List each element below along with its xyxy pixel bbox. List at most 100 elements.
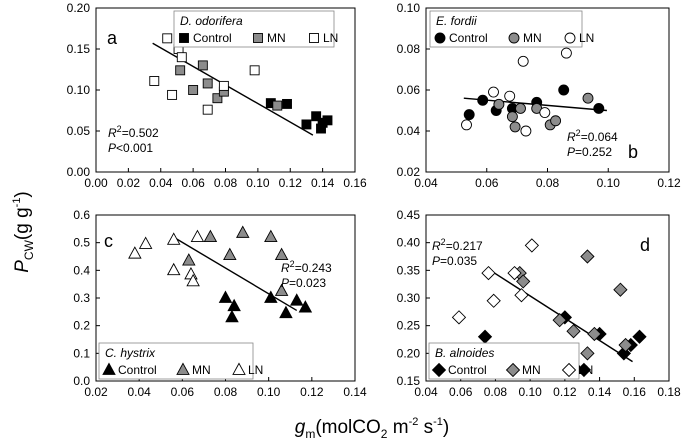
- legend-marker-ln: [564, 32, 576, 44]
- data-point-control: [593, 102, 605, 114]
- y-label-main: P: [12, 260, 33, 273]
- data-point-mn: [212, 93, 223, 104]
- y-tick-label: 0.40: [397, 236, 421, 250]
- legend-box: [428, 342, 580, 380]
- p-value-text: P<0.001: [108, 141, 153, 155]
- y-tick-label: 0.35: [397, 263, 421, 277]
- data-point-mn: [274, 283, 289, 296]
- data-point-control: [311, 111, 322, 122]
- legend-marker-control: [434, 32, 446, 44]
- data-point-ln: [539, 107, 551, 119]
- data-point-mn: [188, 85, 199, 95]
- x-tick-label: 0.04: [414, 176, 438, 190]
- r-squared-value: =0.064: [581, 130, 618, 144]
- data-point-ln: [190, 229, 205, 242]
- data-point-mn: [506, 111, 518, 123]
- y-label-close: ): [12, 191, 33, 197]
- r-squared-text: R2=0.243: [281, 259, 332, 275]
- legend-marker-mn: [176, 362, 190, 375]
- legend-species: C. hystrix: [105, 346, 156, 360]
- x-tick-label: 0.10: [597, 176, 621, 190]
- x-tick-label: 0.14: [588, 385, 612, 399]
- p-value: =0.035: [440, 254, 477, 268]
- r-squared-value: =0.243: [295, 261, 332, 275]
- x-tick-label: 0.12: [300, 385, 324, 399]
- data-point-ln: [486, 293, 501, 308]
- panel-d: 0.04 0.06 0.08 0.10 0.12 0.14 0.16 0.18 0.15 0.20…: [397, 208, 681, 399]
- y-tick-label: 0.30: [397, 291, 421, 305]
- y-tick-label: 0.1: [73, 346, 90, 360]
- y-tick-label: 0.15: [67, 42, 91, 56]
- legend-marker-mn: [505, 362, 521, 378]
- x-tick-label: 0.16: [623, 385, 647, 399]
- y-tick-label: 0.3: [73, 291, 90, 305]
- panel-b: 0.04 0.06 0.08 0.10 0.120.020.040.060.080.10…: [397, 1, 681, 190]
- legend-label-control: Control: [449, 31, 488, 45]
- data-point-mn: [509, 121, 521, 133]
- data-point-mn: [493, 98, 505, 110]
- data-point-mn: [264, 229, 278, 242]
- data-point-ln: [167, 89, 178, 100]
- data-point-ln: [520, 125, 532, 137]
- y-tick-label: 0.04: [397, 124, 421, 138]
- data-point-mn: [580, 346, 595, 361]
- legend-marker-mn: [253, 33, 263, 43]
- data-point-mn: [550, 115, 562, 127]
- data-point-ln: [166, 262, 181, 276]
- x-label-part1: (molCO: [315, 417, 380, 438]
- x-tick-label: 0.08: [214, 385, 238, 399]
- p-value-text: P=0.252: [567, 145, 612, 159]
- data-point-control: [289, 293, 304, 306]
- x-tick-label: 0.06: [171, 385, 195, 399]
- x-tick-label: 0.10: [518, 385, 542, 399]
- legend-label-mn: MN: [522, 363, 541, 377]
- x-label-g: g: [295, 417, 306, 438]
- x-tick-label: 0.12: [657, 176, 681, 190]
- x-tick-label: 0.02: [117, 176, 141, 190]
- data-point-ln: [138, 236, 153, 249]
- y-tick-label: 0.45: [397, 208, 421, 222]
- x-tick-label: 0.08: [484, 385, 508, 399]
- data-point-mn: [272, 100, 283, 111]
- r-squared-text: R2=0.502: [108, 124, 159, 140]
- data-point-ln: [560, 47, 572, 59]
- y-tick-label: 0.5: [73, 236, 90, 250]
- p-value-text: P=0.035: [432, 254, 477, 268]
- data-point-control: [576, 362, 592, 378]
- x-label-close: ): [443, 417, 449, 438]
- data-point-ln: [186, 273, 200, 287]
- data-point-control: [298, 300, 313, 313]
- x-label-two: 2: [381, 427, 388, 441]
- legend-box: [429, 10, 583, 48]
- p-value-text: P=0.023: [281, 276, 326, 290]
- legend-box: [98, 342, 254, 380]
- data-point-ln: [481, 265, 496, 281]
- data-point-ln: [488, 86, 499, 98]
- legend-label-control: Control: [118, 363, 157, 377]
- x-tick-label: 0.14: [343, 385, 367, 399]
- data-point-ln: [451, 310, 467, 325]
- legend-label-mn: MN: [192, 363, 211, 377]
- data-point-ln: [176, 52, 187, 63]
- legend-label-ln: LN: [578, 363, 593, 377]
- r-sup: 2: [117, 124, 122, 134]
- y-tick-label: 0.02: [397, 165, 421, 179]
- y-tick-label: 0.6: [73, 208, 90, 222]
- data-point-ln: [517, 55, 529, 67]
- p-symbol: P: [432, 254, 440, 268]
- x-tick-label: 0.04: [127, 385, 151, 399]
- y-tick-label: 0.4: [73, 263, 90, 277]
- legend-marker-control: [102, 362, 116, 375]
- x-tick-label: 0.02: [84, 385, 108, 399]
- data-point-ln: [504, 90, 516, 102]
- data-point-ln: [128, 246, 142, 259]
- data-point-mn: [236, 225, 250, 238]
- legend-marker-ln: [561, 362, 577, 378]
- data-point-ln: [166, 232, 181, 245]
- y-tick-label: 0.08: [397, 42, 421, 56]
- legend-label-ln: LN: [579, 31, 594, 45]
- x-tick-label: 0.06: [449, 385, 473, 399]
- legend-label-mn: MN: [523, 31, 542, 45]
- panel-letter: d: [640, 235, 650, 255]
- data-point-mn: [582, 92, 594, 104]
